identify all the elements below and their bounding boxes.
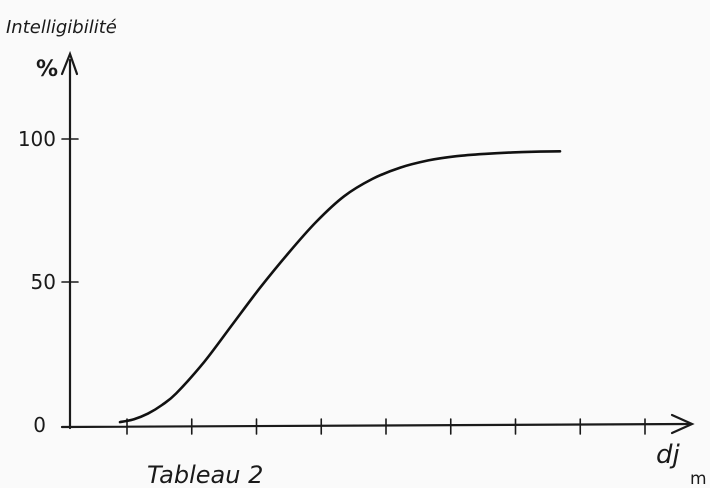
y-tick-label: 100 <box>18 127 56 151</box>
y-ticks: 0 50 100 <box>18 127 79 437</box>
y-axis-unit: % <box>36 57 58 82</box>
x-axis <box>60 422 692 429</box>
x-axis-arrowhead <box>670 413 695 435</box>
x-axis-unit: m <box>690 469 707 488</box>
y-tick-label: 0 <box>33 413 46 437</box>
series-layer <box>118 150 562 424</box>
series-line <box>118 150 562 424</box>
y-tick-label: 50 <box>31 270 56 294</box>
y-axis-arrowhead <box>60 50 79 76</box>
y-axis-label: Intelligibilité <box>6 17 117 38</box>
chart-title: Tableau 2 <box>147 461 263 488</box>
x-axis-label: dj <box>656 440 681 470</box>
